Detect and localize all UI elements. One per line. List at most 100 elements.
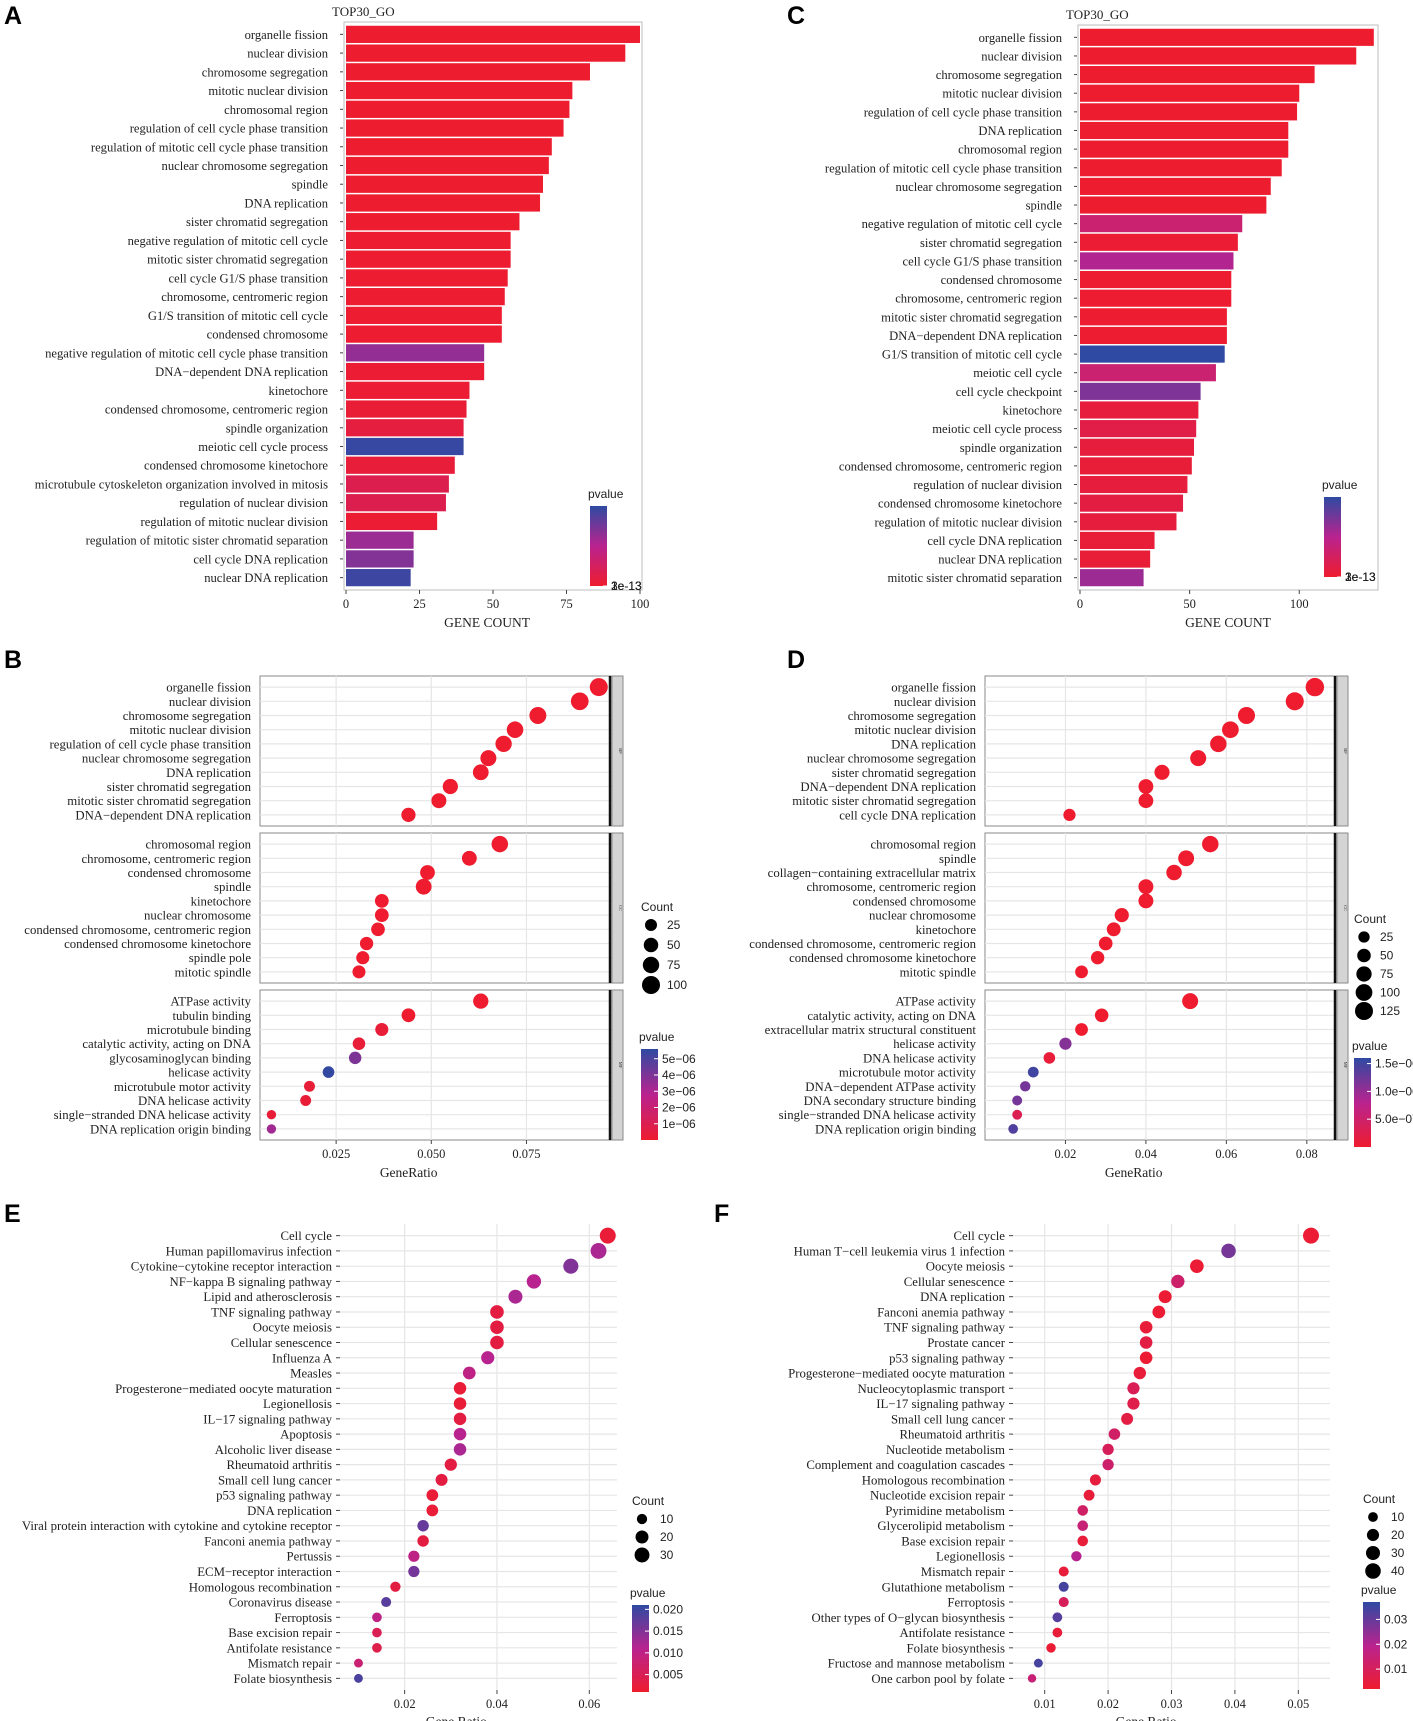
bar: [346, 550, 414, 568]
term-label: Progesterone−mediated oocyte maturation: [115, 1382, 332, 1396]
bar: [346, 494, 446, 512]
term-label: condensed chromosome: [128, 866, 252, 880]
dot: [1012, 1109, 1023, 1120]
dot: [266, 1110, 277, 1120]
term-label: mitotic spindle: [175, 965, 252, 979]
term-label: condensed chromosome kinetochore: [789, 951, 976, 965]
dot: [480, 750, 497, 767]
dot: [1043, 1052, 1056, 1064]
bar-label: nuclear division: [247, 47, 328, 61]
plot-panel: [340, 1224, 617, 1690]
x-axis-title: GENE COUNT: [1185, 615, 1272, 630]
dot: [1285, 692, 1304, 711]
bar-label: condensed chromosome: [941, 273, 1063, 287]
bar: [1080, 531, 1155, 549]
bar: [1080, 177, 1271, 195]
dot: [435, 1473, 448, 1486]
dot: [300, 1095, 312, 1106]
bar: [346, 138, 552, 156]
dot: [359, 936, 374, 951]
dot: [322, 1066, 335, 1078]
bar-label: organelle fission: [245, 28, 329, 42]
bar-chart-a: TOP30_GO 0 25 50 75 100 organelle fission nucle…: [35, 4, 650, 630]
bar: [346, 250, 511, 268]
bar-label: chromosomal region: [224, 103, 329, 117]
size-legend-label: 20: [660, 1530, 674, 1544]
term-label: Cellular senescence: [904, 1275, 1006, 1289]
term-label: nuclear chromosome segregation: [807, 752, 977, 766]
term-label: DNA helicase activity: [863, 1051, 977, 1065]
bar: [1080, 66, 1315, 84]
term-label: condensed chromosome, centromeric region: [24, 923, 251, 937]
term-label: microtubule motor activity: [114, 1080, 252, 1094]
term-label: p53 signaling pathway: [216, 1489, 332, 1503]
x-tick-label: 0.01: [1034, 1697, 1056, 1711]
bar: [1080, 28, 1374, 46]
panel-letter-d: D: [787, 646, 805, 674]
dot: [1077, 1535, 1089, 1547]
dot: [442, 778, 458, 795]
size-legend-dot: [642, 956, 660, 974]
bar-label: DNA replication: [244, 196, 328, 210]
size-legend-dot: [1366, 1528, 1380, 1542]
term-label: Oocyte meiosis: [253, 1321, 332, 1335]
x-tick-label: 0.04: [1224, 1697, 1247, 1711]
bar: [1080, 159, 1282, 177]
term-label: catalytic activity, acting on DNA: [82, 1037, 251, 1051]
size-legend-dot: [1355, 984, 1373, 1001]
color-legend-title: pvalue: [1361, 1583, 1397, 1597]
size-legend-label: 50: [667, 938, 681, 952]
size-legend-title: Count: [632, 1494, 665, 1508]
size-legend-label: 50: [1380, 949, 1394, 963]
size-legend-label: 30: [1391, 1546, 1405, 1560]
dot: [1106, 922, 1121, 937]
bar-label: mitotic sister chromatid separation: [887, 571, 1062, 585]
dot: [481, 1351, 495, 1365]
term-label: Glycerolipid metabolism: [877, 1519, 1005, 1533]
bar-label: mitotic nuclear division: [942, 87, 1062, 101]
bar: [1080, 270, 1232, 289]
term-label: spindle pole: [189, 951, 252, 965]
bar-label: nuclear chromosome segregation: [162, 159, 329, 173]
dot: [1154, 764, 1170, 780]
facet-panel: [259, 989, 615, 1141]
dot: [1182, 993, 1199, 1010]
color-legend-label: 0.020: [653, 1602, 683, 1616]
bar-label: negative regulation of mitotic cell cycl…: [862, 217, 1063, 231]
bar-label: chromosome, centromeric region: [895, 292, 1063, 306]
bar-label: regulation of mitotic nuclear division: [875, 515, 1063, 529]
bar-label: cell cycle checkpoint: [956, 385, 1063, 399]
bar-label: chromosome, centromeric region: [161, 290, 329, 304]
bar-label: chromosome segregation: [202, 65, 329, 79]
term-label: Base excision repair: [228, 1626, 332, 1640]
term-label: Viral protein interaction with cytokine …: [22, 1519, 333, 1533]
term-label: Cytokine−cytokine receptor interaction: [131, 1260, 333, 1274]
dot: [599, 1227, 616, 1244]
size-legend-dot: [1365, 1545, 1381, 1561]
bar-label: regulation of cell cycle phase transitio…: [130, 122, 329, 136]
color-legend-label: 1.0e−06: [1375, 1084, 1413, 1098]
dot: [1033, 1658, 1043, 1668]
bar-label: DNA−dependent DNA replication: [155, 365, 329, 379]
facet-strip-label: CC: [1343, 905, 1348, 911]
term-label: sister chromatid segregation: [832, 766, 977, 780]
bar-label: kinetochore: [269, 384, 329, 398]
term-label: Ferroptosis: [947, 1596, 1005, 1610]
dot: [1138, 779, 1154, 794]
x-tick-label: 50: [487, 597, 500, 611]
facet-strip: [1336, 675, 1349, 827]
x-tick-label: 0.04: [486, 1697, 509, 1711]
x-tick-label: 75: [560, 597, 573, 611]
dot: [1102, 1443, 1114, 1456]
term-label: single−stranded DNA helicase activity: [779, 1108, 977, 1122]
term-label: mitotic nuclear division: [854, 723, 976, 737]
dot: [1090, 951, 1105, 965]
bar-label: organelle fission: [979, 31, 1063, 45]
color-legend-label: 1e-13: [1345, 570, 1376, 584]
bar: [346, 381, 470, 399]
color-legend-label: 3e-13: [1345, 570, 1376, 584]
bar-label: cell cycle DNA replication: [927, 534, 1062, 548]
term-label: Glutathione metabolism: [882, 1580, 1005, 1594]
facet-panel: [984, 832, 1340, 984]
